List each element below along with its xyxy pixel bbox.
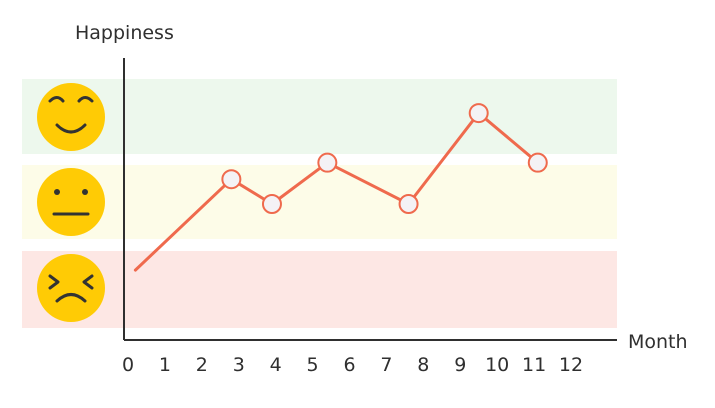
x-tick-label-6: 6 [343, 354, 355, 376]
smiling-face-bg [37, 83, 105, 151]
data-point-2 [221, 169, 242, 190]
data-point-4 [317, 152, 338, 173]
smiling-face-left-eye [48, 96, 65, 103]
data-point-6 [468, 103, 489, 124]
y-axis-title: Happiness [75, 22, 174, 44]
frowning-face-mouth [55, 293, 87, 303]
series-layer [133, 103, 548, 272]
x-tick-label-7: 7 [380, 354, 392, 376]
neutral-face-icon [37, 168, 105, 236]
neutral-face-right-eye [82, 189, 88, 195]
frowning-face-right-eye [82, 274, 94, 290]
x-tick-label-12: 12 [559, 354, 583, 376]
x-tick-label-1: 1 [159, 354, 171, 376]
frowning-face-icon [37, 254, 105, 322]
x-tick-label-11: 11 [522, 354, 546, 376]
data-point-7 [527, 152, 548, 173]
x-tick-label-9: 9 [454, 354, 466, 376]
data-point-3 [261, 194, 282, 214]
neutral-face-bg [37, 168, 105, 236]
x-tick-label-2: 2 [196, 354, 208, 376]
happy-band [22, 79, 617, 154]
x-tick-label-5: 5 [307, 354, 319, 376]
face-icons [37, 83, 105, 322]
axes: Happiness Month [75, 22, 688, 353]
neutral-face-left-eye [54, 189, 60, 195]
x-axis-title: Month [628, 331, 688, 353]
x-tick-label-8: 8 [417, 354, 429, 376]
band-layer [22, 79, 617, 328]
x-tick-labels: 0 1 2 3 4 5 6 7 8 9 10 11 12 [122, 354, 583, 376]
smiling-face-icon [37, 83, 105, 151]
x-tick-label-0: 0 [122, 354, 134, 376]
smiling-face-mouth [55, 123, 87, 134]
x-tick-label-4: 4 [270, 354, 282, 376]
frowning-face-left-eye [48, 274, 60, 290]
frowning-face-bg [37, 254, 105, 322]
unhappy-band [22, 251, 617, 328]
x-tick-label-10: 10 [485, 354, 509, 376]
x-tick-label-3: 3 [233, 354, 245, 376]
data-point-5 [398, 194, 419, 214]
smiling-face-right-eye [77, 96, 94, 103]
neutral-band [22, 165, 617, 239]
